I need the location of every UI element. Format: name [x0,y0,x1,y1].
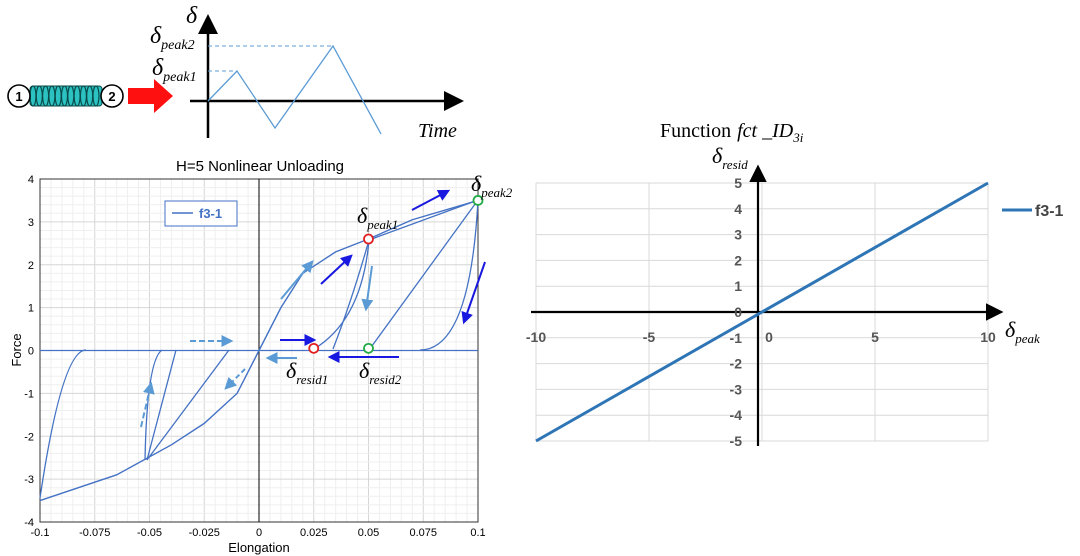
chart2-y-ticks: 5 4 3 2 1 0 -1 -2 -3 -4 -5 [730,175,743,449]
arrow-to-peak2 [411,189,451,211]
time-diagram-xlabel: Time [418,120,457,142]
chart1-resid1-label: δresid1 [286,358,328,387]
chart1-point-marker [308,342,320,354]
chart1-ytick-label: -1 [24,388,34,400]
load-arrow-icon [128,79,173,113]
chart1-xtick-label: 0.05 [358,527,379,539]
chart1-legend: f3-1 [164,200,238,227]
node-1-circle [7,84,31,108]
chart2-ytick-label: -1 [730,330,743,346]
chart1-title: H=5 Nonlinear Unloading [176,158,344,175]
chart1-xtick-label: 0.075 [409,527,437,539]
arrow-up-dashed [140,381,155,428]
chart1-ytick-label: 0 [28,346,34,358]
chart2-ytick-label: 2 [734,252,742,268]
hysteresis-chart: H=5 Nonlinear Unloading -0.1 -0.075 -0.05-… [9,158,513,555]
chart1-point-marker [363,233,374,245]
chart2-legend-label: f3-1 [1035,203,1064,220]
time-peak1-label: δpeak1 [152,55,197,85]
chart2-legend: f3-1 [1002,203,1064,220]
chart2-ytick-label: 0 [734,304,742,320]
spring-element: 1 2 [7,79,173,113]
chart2-ytick-label: 5 [734,175,742,191]
chart1-ylabel: Force [9,333,24,366]
branch-left-reload-2 [146,349,230,461]
chart2-ytick-label: -5 [730,433,743,449]
chart2-ytick-label: 1 [734,278,742,294]
branch-left-reload [39,349,87,499]
chart1-xtick-label: -0.05 [137,527,162,539]
chart1-ytick-label: -3 [24,474,34,486]
chart1-series-f3-1 [39,199,479,502]
chart1-ytick-label: -2 [24,431,34,443]
chart1-ytick-label: 1 [28,303,34,315]
arrow-down-left-dashed [224,368,246,390]
chart2-x-ticks: -10 -5 0 5 10 [526,329,996,345]
chart2-xtick-label: 10 [980,329,996,345]
chart1-peak2-label: δpeak2 [471,171,513,200]
chart1-xtick-label: -0.075 [79,527,110,539]
time-diagram-ylabel: δ [186,3,198,29]
chart2-series-f3-1 [535,181,989,443]
chart2-xlabel: δpeak [1005,317,1040,346]
function-chart: Function fct _ID3i -10 -5 0 5 10 543210-1-2-3… [526,120,1064,449]
chart2-title: Function fct _ID3i [660,120,804,145]
node-1-label: 1 [15,89,22,104]
chart2-ytick-label: 4 [734,201,742,217]
arrow-unload-peak1 [361,265,374,312]
chart1-ytick-label: 4 [28,174,34,186]
branch-unload-peak1-a [313,239,370,350]
chart1-legend-box [164,200,238,227]
chart1-xtick-label: 0.1 [470,527,485,539]
time-peak2-label: δpeak2 [150,23,195,53]
chart2-ylabel: δresid [712,143,748,172]
chart1-xtick-label: 0 [256,527,262,539]
arrow-reload-peak1 [320,254,353,285]
branch-unload-peak2 [419,199,479,351]
chart2-xtick-label: -5 [643,329,656,345]
chart1-ytick-label: 3 [28,217,34,229]
chart1-xtick-label: -0.025 [189,527,220,539]
branch-left-reload-1 [146,349,177,461]
chart2-xtick-label: 5 [871,329,879,345]
chart2-ytick-label: -4 [730,407,743,423]
chart1-point-marker [472,195,484,206]
chart1-ytick-label: -4 [24,517,34,529]
chart1-legend-label: f3-1 [199,206,222,221]
node-2-label: 2 [108,89,115,104]
chart1-peak1-label: δpeak1 [357,203,398,232]
chart2-grid [535,182,989,442]
branch-reload-peak1 [332,239,370,350]
chart2-xtick-label: 0 [765,329,773,345]
chart1-direction-arrows [140,189,486,428]
chart1-xlabel: Elongation [228,540,289,555]
chart1-xtick-label: -0.1 [31,527,50,539]
chart2-ytick-label: 3 [734,227,742,243]
arrow-unload-peak2 [461,261,486,325]
branch-peak1-to-peak2 [368,199,479,241]
chart2-ytick-label: -3 [730,381,743,397]
branch-reload-peak2-a [368,199,479,351]
chart1-ytick-label: 2 [28,260,34,272]
chart1-x-ticks: -0.1 -0.075 -0.05 -0.025 0 0.025 0.05 0.075 0.1 [31,527,486,539]
chart1-y-ticks: -4 -3 -2 -1 0 1 2 3 4 [24,174,34,529]
displacement-history-line [207,44,382,135]
node-2-circle [100,84,124,108]
chart1-point-marker [363,342,374,354]
displacement-time-diagram: δ Time δpeak2 δpeak1 [150,3,464,142]
spring-coil [92,85,100,107]
chart2-xtick-label: -10 [526,329,546,345]
chart1-markers [308,195,484,354]
arrow-load-up-light [280,260,314,300]
chart2-ytick-label: -2 [730,356,743,372]
chart1-xtick-label: 0.025 [300,527,328,539]
chart1-resid2-label: δresid2 [359,358,402,387]
